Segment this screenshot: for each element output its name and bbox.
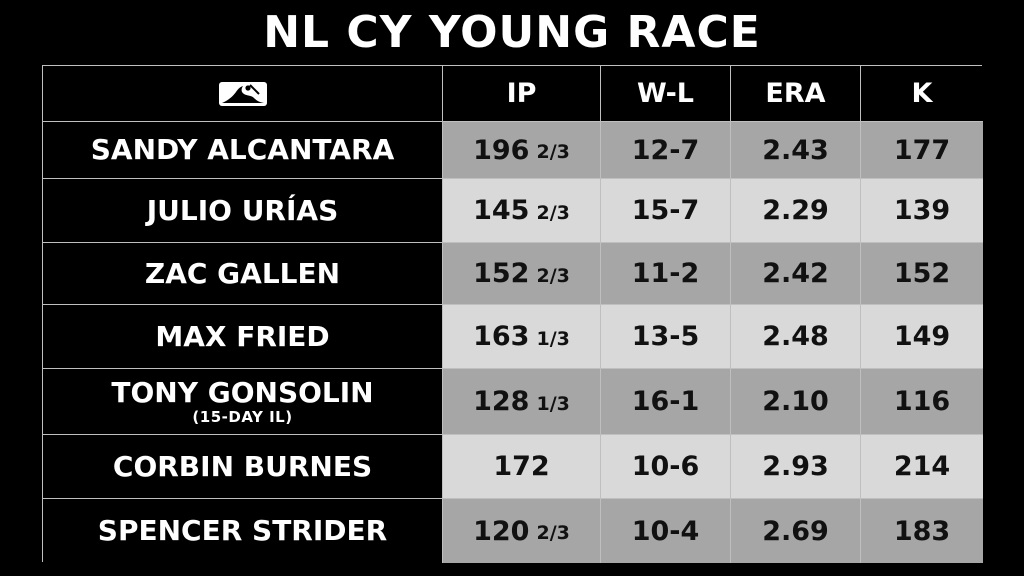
k-cell: 139 xyxy=(861,179,983,243)
ip-cell: 196 2/3 xyxy=(443,122,601,179)
header-ip: IP xyxy=(443,66,601,122)
k-cell: 152 xyxy=(861,243,983,305)
k-cell: 116 xyxy=(861,369,983,435)
wl-cell: 16-1 xyxy=(601,369,731,435)
injury-note: (15-DAY IL) xyxy=(192,407,293,426)
k-cell: 214 xyxy=(861,435,983,499)
era-cell: 2.10 xyxy=(731,369,861,435)
header-wl: W-L xyxy=(601,66,731,122)
pitcher-name: MAX FRIED xyxy=(43,305,443,369)
header-era: ERA xyxy=(731,66,861,122)
pitcher-name: CORBIN BURNES xyxy=(43,435,443,499)
ip-cell: 172 xyxy=(443,435,601,499)
k-cell: 149 xyxy=(861,305,983,369)
page-title: NL CY YOUNG RACE xyxy=(263,7,761,58)
wl-cell: 15-7 xyxy=(601,179,731,243)
k-cell: 183 xyxy=(861,499,983,563)
era-cell: 2.48 xyxy=(731,305,861,369)
ip-cell: 152 2/3 xyxy=(443,243,601,305)
header-k: K xyxy=(861,66,983,122)
era-cell: 2.69 xyxy=(731,499,861,563)
pitcher-name: SANDY ALCANTARA xyxy=(43,122,443,179)
wl-cell: 10-4 xyxy=(601,499,731,563)
pitcher-name: SPENCER STRIDER xyxy=(43,499,443,563)
wl-cell: 12-7 xyxy=(601,122,731,179)
pitcher-name: ZAC GALLEN xyxy=(43,243,443,305)
wl-cell: 11-2 xyxy=(601,243,731,305)
k-cell: 177 xyxy=(861,122,983,179)
stats-table: IP W-L ERA K SANDY ALCANTARA 196 2/3 12-7… xyxy=(42,65,983,563)
ip-cell: 145 2/3 xyxy=(443,179,601,243)
header-logo-cell xyxy=(43,66,443,122)
ip-cell: 120 2/3 xyxy=(443,499,601,563)
era-cell: 2.93 xyxy=(731,435,861,499)
ip-cell: 128 1/3 xyxy=(443,369,601,435)
pitcher-name: JULIO URÍAS xyxy=(43,179,443,243)
wl-cell: 10-6 xyxy=(601,435,731,499)
mlb-logo-icon xyxy=(218,81,267,106)
era-cell: 2.29 xyxy=(731,179,861,243)
pitcher-name: TONY GONSOLIN (15-DAY IL) xyxy=(43,369,443,435)
era-cell: 2.42 xyxy=(731,243,861,305)
wl-cell: 13-5 xyxy=(601,305,731,369)
era-cell: 2.43 xyxy=(731,122,861,179)
ip-cell: 163 1/3 xyxy=(443,305,601,369)
